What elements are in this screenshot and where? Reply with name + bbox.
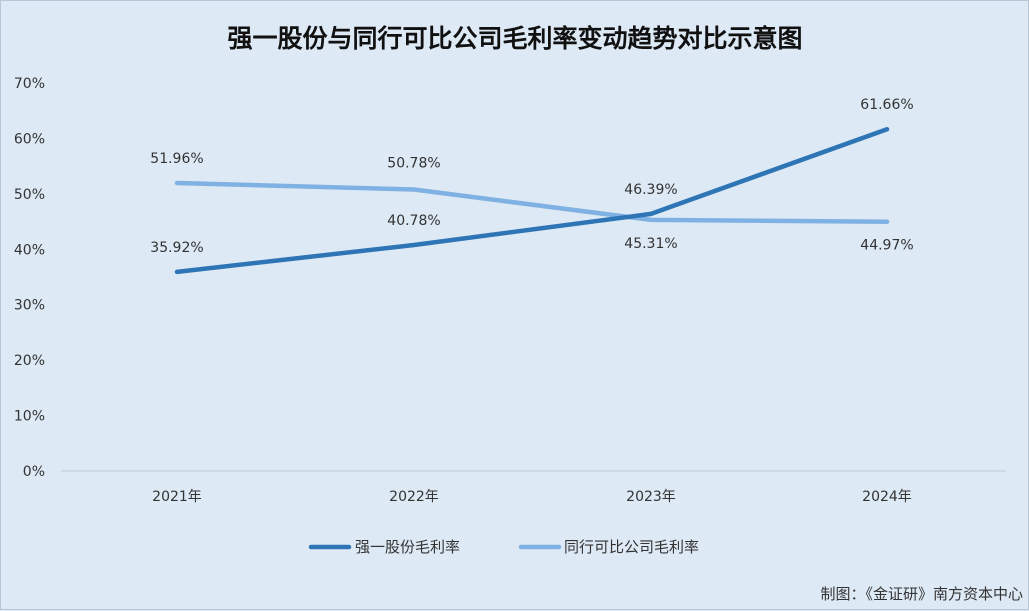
data-label: 51.96% bbox=[150, 151, 203, 167]
data-label: 50.78% bbox=[387, 156, 440, 172]
x-tick-label: 2024年 bbox=[862, 489, 912, 505]
chart-title: 强一股份与同行可比公司毛利率变动趋势对比示意图 bbox=[227, 24, 802, 53]
series-line-1 bbox=[174, 180, 890, 224]
y-tick-label: 0% bbox=[23, 464, 45, 480]
data-label: 44.97% bbox=[860, 238, 913, 254]
data-labels: 35.92% 40.78% 46.39% 61.66% 51.96% 50.78% 45.3… bbox=[150, 97, 913, 256]
series-lines bbox=[174, 126, 890, 275]
x-tick-label: 2021年 bbox=[152, 489, 202, 505]
y-tick-label: 20% bbox=[14, 353, 45, 369]
credit-text: 制图：《金证研》南方资本中心 bbox=[820, 585, 1023, 603]
y-tick-label: 60% bbox=[14, 131, 45, 147]
y-tick-label: 40% bbox=[14, 242, 45, 258]
legend-label: 同行可比公司毛利率 bbox=[564, 538, 699, 556]
data-label: 40.78% bbox=[387, 213, 440, 229]
series-line-0 bbox=[174, 126, 890, 275]
y-tick-label: 70% bbox=[14, 76, 45, 92]
data-label: 61.66% bbox=[860, 97, 913, 113]
y-tick-label: 10% bbox=[14, 409, 45, 425]
legend-label: 强一股份毛利率 bbox=[355, 538, 460, 556]
data-label: 45.31% bbox=[624, 236, 677, 252]
x-tick-label: 2023年 bbox=[626, 489, 676, 505]
x-tick-label: 2022年 bbox=[389, 489, 439, 505]
data-label: 46.39% bbox=[624, 182, 677, 198]
legend: 强一股份毛利率 同行可比公司毛利率 bbox=[308, 538, 699, 556]
x-axis: 2021年 2022年 2023年 2024年 bbox=[61, 470, 1006, 505]
y-tick-label: 50% bbox=[14, 187, 45, 203]
y-tick-label: 30% bbox=[14, 298, 45, 314]
data-label: 35.92% bbox=[150, 240, 203, 256]
y-axis: 0% 10% 20% 30% 40% 50% 60% 70% bbox=[14, 76, 45, 480]
